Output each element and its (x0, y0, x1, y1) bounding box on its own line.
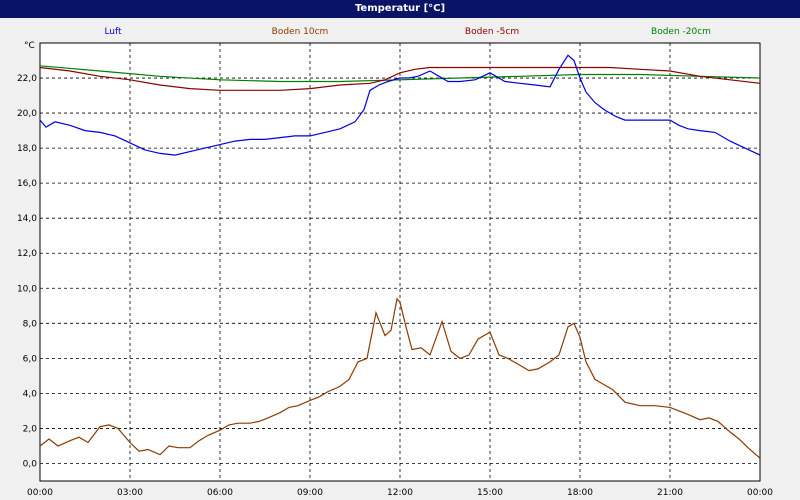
x-tick-time-label: 06:00 (207, 488, 233, 498)
grid-lines (40, 43, 760, 481)
legend-entry: Boden 10cm (272, 27, 329, 37)
x-tick-time-label: 00:00 (747, 488, 773, 498)
y-tick-label: 0,0 (23, 459, 38, 469)
x-tick-time-label: 00:00 (27, 488, 53, 498)
legend-entry: Boden -5cm (465, 27, 519, 37)
x-axis-ticks: 00:0006.09.2403:0006.09.2406:0006.09.240… (27, 488, 773, 498)
y-tick-label: 6,0 (23, 354, 38, 364)
y-tick-label: 8,0 (23, 319, 38, 329)
legend: Luft Boden 10cm Boden -5cm Boden -20cm (104, 27, 711, 37)
y-tick-label: 10,0 (17, 284, 37, 294)
y-axis-ticks: 0,0 2,0 4,0 6,0 8,0 10,0 12,0 14,0 16,0 18,0 20,0 2… (17, 74, 37, 469)
y-tick-label: 16,0 (17, 179, 37, 189)
x-tick-time-label: 03:00 (117, 488, 143, 498)
y-axis-unit-label: °C (24, 41, 35, 51)
x-tick-time-label: 09:00 (297, 488, 323, 498)
y-tick-label: 20,0 (17, 109, 37, 119)
y-tick-label: 22,0 (17, 74, 37, 84)
series-line-boden-20cm (39, 65, 761, 83)
series-lines (39, 54, 761, 459)
x-tick-time-label: 21:00 (657, 488, 683, 498)
legend-entry: Boden -20cm (651, 27, 711, 37)
chart-title: Temperatur [°C] (0, 0, 800, 18)
series-line-boden-10cm (39, 297, 761, 459)
y-tick-label: 2,0 (23, 424, 38, 434)
y-tick-label: 14,0 (17, 214, 37, 224)
y-tick-label: 12,0 (17, 249, 37, 259)
x-tick-time-label: 12:00 (387, 488, 413, 498)
legend-entry: Luft (104, 27, 122, 37)
y-tick-label: 18,0 (17, 144, 37, 154)
x-tick-time-label: 15:00 (477, 488, 503, 498)
temperature-chart: 0,0 2,0 4,0 6,0 8,0 10,0 12,0 14,0 16,0 18,0 20,0 2… (17, 27, 773, 498)
series-line-luft (39, 54, 761, 156)
x-tick-time-label: 18:00 (567, 488, 593, 498)
y-tick-label: 4,0 (23, 389, 38, 399)
series-line-boden-5cm (39, 66, 761, 91)
